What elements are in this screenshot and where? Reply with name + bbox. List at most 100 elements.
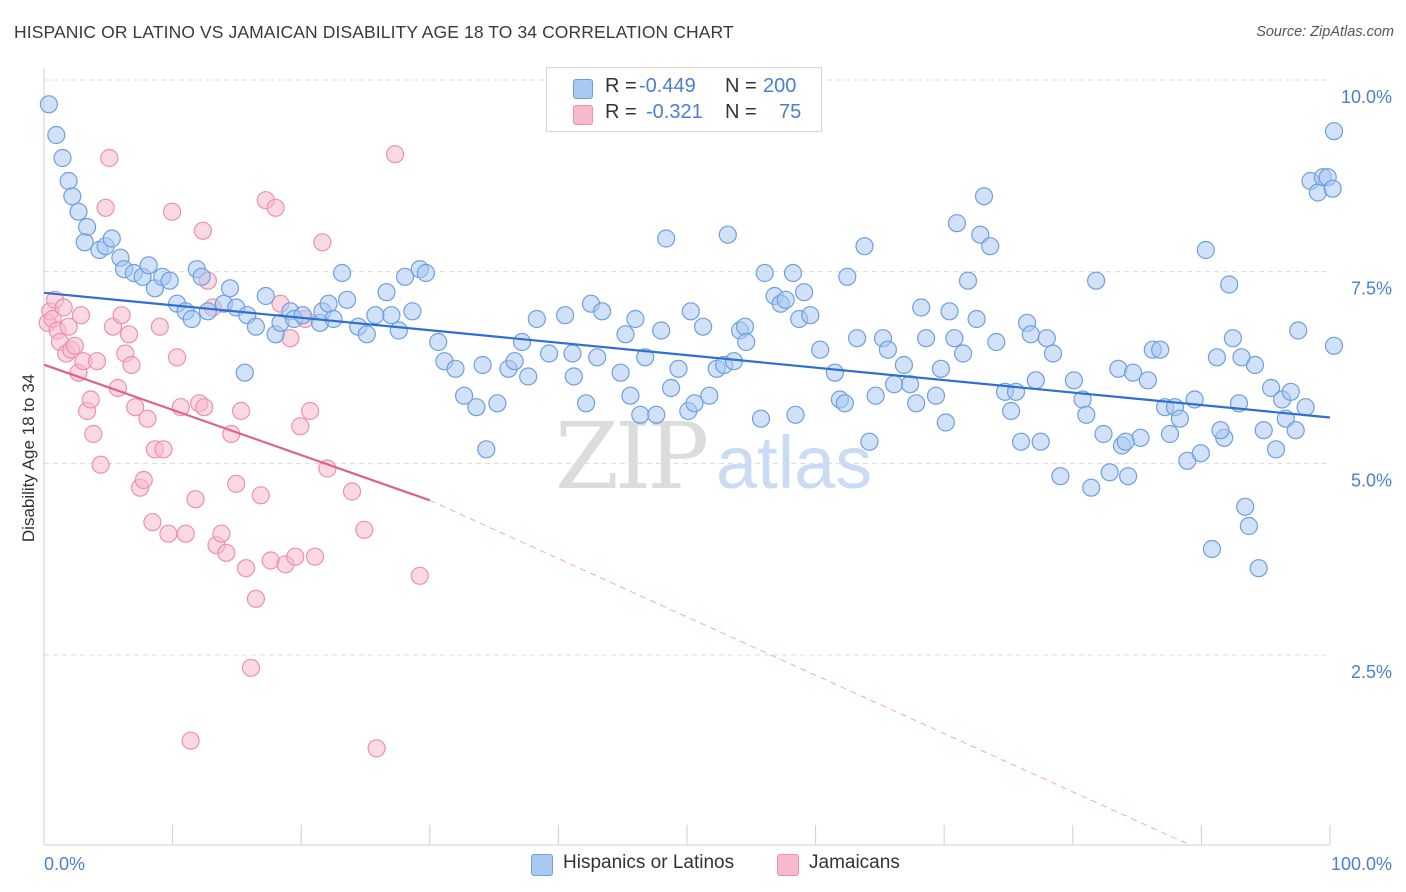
jamaicans-point-12 [71, 306, 91, 325]
hispanics-point-163 [1170, 409, 1190, 428]
jamaicans-point-39 [176, 524, 195, 543]
legend-n-label: N = [725, 75, 757, 97]
hispanics-point-76 [621, 386, 640, 405]
y-tick-label-1: 5.0% [1351, 470, 1392, 490]
legend-n-value: 200 [763, 75, 797, 97]
hispanics-point-161 [1160, 424, 1180, 444]
chart-title: HISPANIC OR LATINO VS JAMAICAN DISABILIT… [14, 22, 734, 42]
jamaicans-point-18 [91, 455, 110, 474]
hispanics-point-143 [1043, 344, 1063, 363]
jamaicans-point-65 [301, 401, 320, 421]
hispanics-point-167 [1196, 240, 1215, 260]
hispanics-point-194 [1211, 421, 1230, 440]
hispanics-point-174 [1236, 497, 1255, 516]
jamaicans-point-19 [96, 198, 115, 217]
y-tick-label-0: 2.5% [1351, 662, 1392, 682]
hispanics-point-168 [1202, 539, 1222, 559]
jamaicans-point-17 [87, 352, 107, 371]
y-tick-label-3: 10.0% [1341, 87, 1392, 107]
hispanics-point-18 [160, 271, 179, 290]
jamaicans-point-43 [195, 398, 214, 417]
hispanics-point-193 [1324, 122, 1344, 141]
hispanics-point-10 [102, 229, 121, 248]
hispanics-point-2 [53, 148, 72, 168]
jamaicans-point-8 [59, 317, 78, 336]
jamaicans-point-66 [305, 547, 325, 566]
watermark-zip: ZIP [555, 403, 706, 510]
hispanics-point-46 [377, 283, 396, 302]
hispanics-point-122 [926, 386, 946, 405]
axis-labels: 2.5% 5.0% 7.5% 10.0% 0.0% 100.0% Disability Ag… [19, 87, 1392, 874]
watermark-atlas: atlas [716, 421, 872, 504]
jamaicans-point-41 [186, 490, 205, 509]
hispanics-point-94 [735, 317, 755, 336]
jamaicans-point-58 [266, 198, 285, 217]
hispanics-point-180 [1266, 440, 1286, 459]
jamaicans-trend-extension [429, 499, 1191, 846]
legend-r-value: -0.449 [639, 75, 696, 97]
hispanics-point-188 [1308, 183, 1328, 202]
hispanics-point-195 [1232, 348, 1251, 367]
hispanics-point-109 [838, 267, 857, 286]
hispanics-point-155 [1123, 363, 1143, 382]
hispanics-point-91 [718, 225, 737, 244]
hispanics-point-82 [657, 229, 676, 248]
hispanics-point-80 [647, 405, 666, 424]
hispanics-point-96 [751, 409, 771, 428]
hispanics-point-95 [737, 332, 756, 352]
hispanics-point-199 [685, 394, 704, 413]
hispanics-point-166 [1191, 444, 1210, 463]
jamaicans-point-6 [54, 298, 73, 317]
hispanics-point-68 [563, 344, 582, 363]
jamaicans-point-51 [232, 401, 251, 421]
hispanics-point-97 [755, 263, 774, 283]
hispanics-point-59 [477, 440, 496, 459]
jamaicans-point-53 [241, 658, 261, 677]
hispanics-point-24 [198, 302, 217, 321]
hispanics-point-176 [1245, 355, 1265, 375]
hispanics-point-39 [319, 294, 338, 313]
hispanics-point-135 [1001, 401, 1021, 421]
hispanics-point-147 [1077, 405, 1096, 424]
hispanics-point-15 [139, 256, 158, 275]
legend-n-label: N = [725, 101, 757, 123]
jamaicans-points [38, 145, 429, 758]
hispanics-point-56 [455, 386, 474, 405]
hispanics-point-52 [416, 263, 435, 283]
hispanics-point-132 [981, 237, 1000, 256]
legend-swatch-pink [573, 105, 593, 125]
hispanics-point-42 [338, 290, 357, 309]
hispanics-point-88 [700, 386, 719, 405]
hispanics-point-121 [916, 329, 936, 348]
hispanics-point-48 [389, 321, 408, 340]
hispanics-point-66 [539, 344, 559, 363]
hispanics-point-72 [588, 348, 607, 367]
hispanics-point-41 [333, 263, 352, 283]
hispanics-point-198 [786, 405, 805, 424]
hispanics-point-49 [395, 267, 415, 286]
hispanics-point-111 [855, 237, 874, 256]
x-tick-label-1: 100.0% [1331, 854, 1392, 874]
jamaicans-point-69 [355, 520, 374, 539]
jamaicans-point-27 [126, 398, 145, 417]
hispanics-point-159 [1151, 340, 1170, 359]
jamaicans-point-63 [291, 417, 310, 436]
hispanics-point-133 [987, 332, 1006, 352]
hispanics-point-157 [1138, 371, 1158, 390]
jamaicans-point-68 [342, 482, 362, 501]
watermark: ZIP atlas [555, 403, 872, 510]
legend-row-hispanics: R = -0.449 N = 200 [547, 75, 821, 101]
hispanics-point-128 [958, 271, 978, 290]
jamaicans-point-37 [168, 348, 187, 367]
hispanics-point-117 [894, 355, 914, 375]
hispanics-point-169 [1207, 348, 1227, 367]
hispanics-point-108 [835, 394, 854, 413]
hispanics-point-67 [555, 306, 575, 325]
jamaicans-point-55 [251, 486, 270, 505]
hispanics-point-5 [69, 202, 88, 221]
hispanics-point-55 [446, 359, 465, 378]
hispanics-point-106 [825, 363, 845, 382]
hispanics-point-119 [907, 394, 926, 413]
legend-swatch-blue [573, 79, 593, 99]
hispanics-point-142 [1037, 329, 1056, 348]
